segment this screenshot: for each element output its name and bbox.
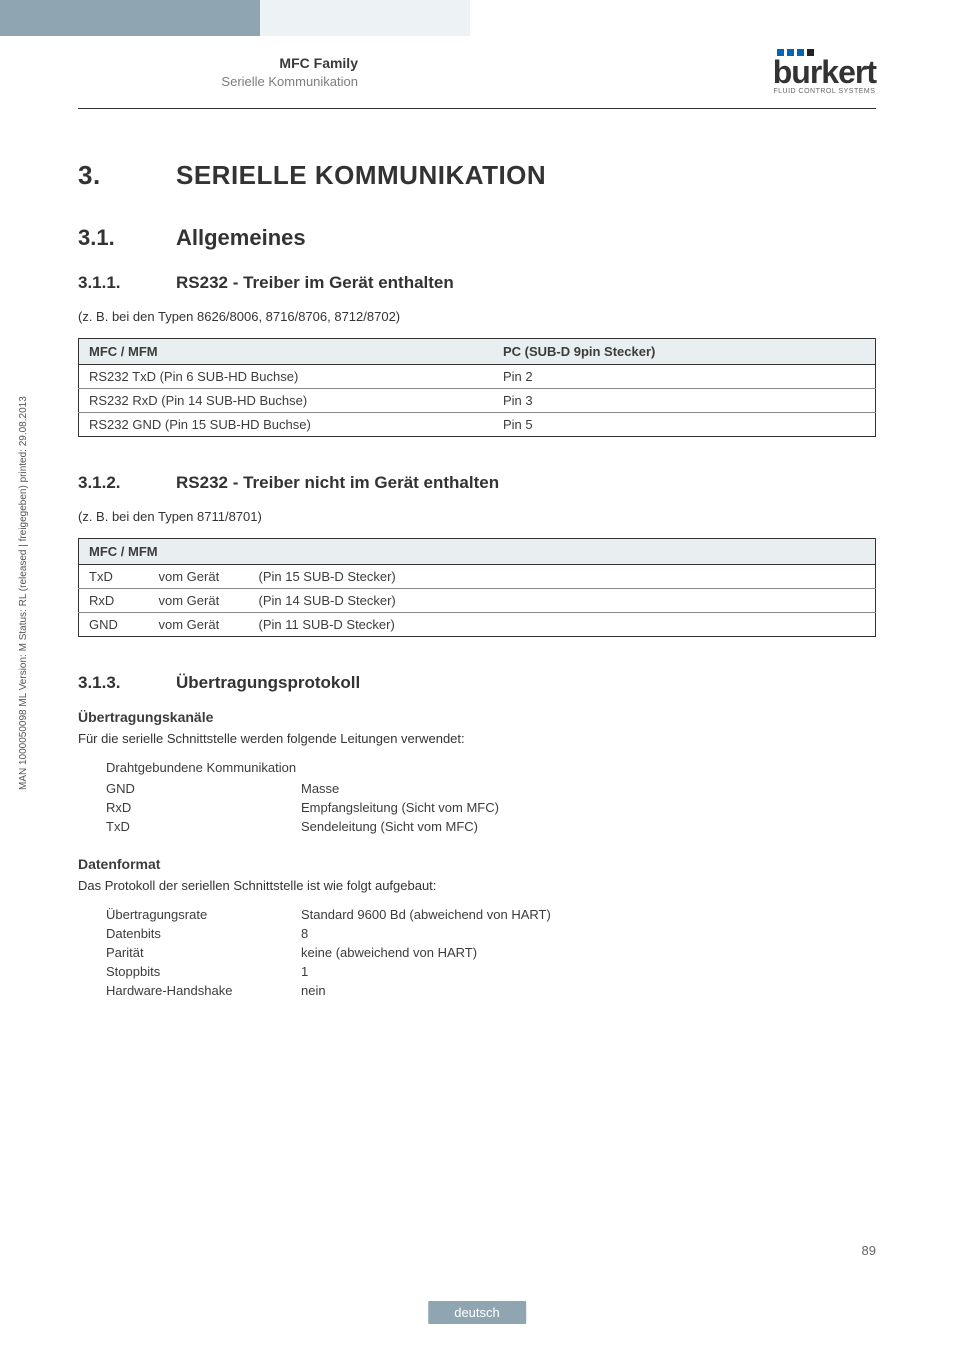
subsub-title: RS232 - Treiber nicht im Gerät enthalten [176, 473, 499, 492]
subsection-num: 3.1. [78, 225, 176, 251]
table-cell: RS232 GND (Pin 15 SUB-HD Buchse) [79, 413, 493, 437]
header-rule [78, 108, 876, 109]
doc-title: MFC Family [118, 55, 358, 71]
subsubsection-heading: 3.1.1.RS232 - Treiber im Gerät enthalten [78, 273, 876, 293]
note-text: (z. B. bei den Typen 8626/8006, 8716/870… [78, 309, 876, 324]
kv-row: ÜbertragungsrateStandard 9600 Bd (abweic… [106, 907, 876, 922]
table-row: TxD vom Gerät (Pin 15 SUB-D Stecker) [79, 565, 876, 589]
table-header: MFC / MFM [79, 539, 876, 565]
kv-row: TxDSendeleitung (Sicht vom MFC) [106, 819, 876, 834]
kv-row: GNDMasse [106, 781, 876, 796]
kv-val: keine (abweichend von HART) [301, 945, 477, 960]
table-cell: vom Gerät [149, 589, 249, 613]
kv-key: RxD [106, 800, 301, 815]
band-dark [0, 0, 260, 36]
subsubsection-heading: 3.1.3.Übertragungsprotokoll [78, 673, 876, 693]
table-header-row: MFC / MFM [79, 539, 876, 565]
table-cell: GND [79, 613, 149, 637]
pin-table-1: MFC / MFM PC (SUB-D 9pin Stecker) RS232 … [78, 338, 876, 437]
subsection-heading: 3.1.Allgemeines [78, 225, 876, 251]
table-cell: RS232 RxD (Pin 14 SUB-HD Buchse) [79, 389, 493, 413]
note-text: (z. B. bei den Typen 8711/8701) [78, 509, 876, 524]
table-header-row: MFC / MFM PC (SUB-D 9pin Stecker) [79, 339, 876, 365]
kv-row: Hardware-Handshakenein [106, 983, 876, 998]
header-left: MFC Family Serielle Kommunikation [118, 55, 358, 89]
kv-val: Masse [301, 781, 339, 796]
kv-val: Sendeleitung (Sicht vom MFC) [301, 819, 478, 834]
table-row: GND vom Gerät (Pin 11 SUB-D Stecker) [79, 613, 876, 637]
kv-key: Parität [106, 945, 301, 960]
band-light [260, 0, 470, 36]
table-cell: Pin 2 [493, 365, 876, 389]
kv-val: 1 [301, 964, 308, 979]
kv-key: Hardware-Handshake [106, 983, 301, 998]
subsub-num: 3.1.2. [78, 473, 176, 493]
channels-intro: Für die serielle Schnittstelle werden fo… [78, 731, 876, 746]
table-row: RS232 TxD (Pin 6 SUB-HD Buchse)Pin 2 [79, 365, 876, 389]
dataformat-intro: Das Protokoll der seriellen Schnittstell… [78, 878, 876, 893]
dataformat-block: ÜbertragungsrateStandard 9600 Bd (abweic… [106, 907, 876, 998]
table-cell: TxD [79, 565, 149, 589]
kv-key: GND [106, 781, 301, 796]
section-num: 3. [78, 160, 176, 191]
page-number: 89 [862, 1243, 876, 1258]
kv-row: Stoppbits1 [106, 964, 876, 979]
kv-row: Paritätkeine (abweichend von HART) [106, 945, 876, 960]
subsubsection-heading: 3.1.2.RS232 - Treiber nicht im Gerät ent… [78, 473, 876, 493]
table-row: RS232 RxD (Pin 14 SUB-HD Buchse)Pin 3 [79, 389, 876, 413]
subsub-num: 3.1.3. [78, 673, 176, 693]
content: 3.SERIELLE KOMMUNIKATION 3.1.Allgemeines… [78, 160, 876, 1020]
table-header: MFC / MFM [79, 339, 493, 365]
table-cell: Pin 5 [493, 413, 876, 437]
table-row: RS232 GND (Pin 15 SUB-HD Buchse)Pin 5 [79, 413, 876, 437]
table-cell: (Pin 15 SUB-D Stecker) [249, 565, 876, 589]
section-heading: 3.SERIELLE KOMMUNIKATION [78, 160, 876, 191]
channels-block: Drahtgebundene Kommunikation GNDMasse Rx… [106, 760, 876, 834]
table-cell: RS232 TxD (Pin 6 SUB-HD Buchse) [79, 365, 493, 389]
channels-head: Drahtgebundene Kommunikation [106, 760, 876, 775]
kv-row: Datenbits8 [106, 926, 876, 941]
pin-table-2: MFC / MFM TxD vom Gerät (Pin 15 SUB-D St… [78, 538, 876, 637]
logo-tagline: FLUID CONTROL SYSTEMS [773, 88, 875, 95]
kv-val: Empfangsleitung (Sicht vom MFC) [301, 800, 499, 815]
subsection-title: Allgemeines [176, 225, 306, 250]
page: MFC Family Serielle Kommunikation burker… [0, 0, 954, 1350]
table-cell: RxD [79, 589, 149, 613]
side-metadata: MAN 1000050098 ML Version: M Status: RL … [18, 396, 29, 790]
kv-key: TxD [106, 819, 301, 834]
top-rail [0, 0, 954, 36]
kv-key: Stoppbits [106, 964, 301, 979]
kv-val: Standard 9600 Bd (abweichend von HART) [301, 907, 551, 922]
table-cell: vom Gerät [149, 565, 249, 589]
kv-row: RxDEmpfangsleitung (Sicht vom MFC) [106, 800, 876, 815]
footer-language: deutsch [428, 1301, 526, 1324]
table-cell: vom Gerät [149, 613, 249, 637]
logo-word: burkert [773, 58, 876, 87]
subsub-title: Übertragungsprotokoll [176, 673, 360, 692]
section-title: SERIELLE KOMMUNIKATION [176, 160, 546, 190]
subsub-title: RS232 - Treiber im Gerät enthalten [176, 273, 454, 292]
table-cell: (Pin 11 SUB-D Stecker) [249, 613, 876, 637]
table-row: RxD vom Gerät (Pin 14 SUB-D Stecker) [79, 589, 876, 613]
kv-key: Übertragungsrate [106, 907, 301, 922]
doc-subtitle: Serielle Kommunikation [118, 74, 358, 89]
kv-val: 8 [301, 926, 308, 941]
kv-key: Datenbits [106, 926, 301, 941]
table-cell: Pin 3 [493, 389, 876, 413]
table-header: PC (SUB-D 9pin Stecker) [493, 339, 876, 365]
header-row: MFC Family Serielle Kommunikation burker… [0, 42, 954, 102]
logo: burkert FLUID CONTROL SYSTEMS [773, 49, 876, 96]
subsub-num: 3.1.1. [78, 273, 176, 293]
channels-label: Übertragungskanäle [78, 709, 876, 725]
table-cell: (Pin 14 SUB-D Stecker) [249, 589, 876, 613]
dataformat-label: Datenformat [78, 856, 876, 872]
kv-val: nein [301, 983, 326, 998]
